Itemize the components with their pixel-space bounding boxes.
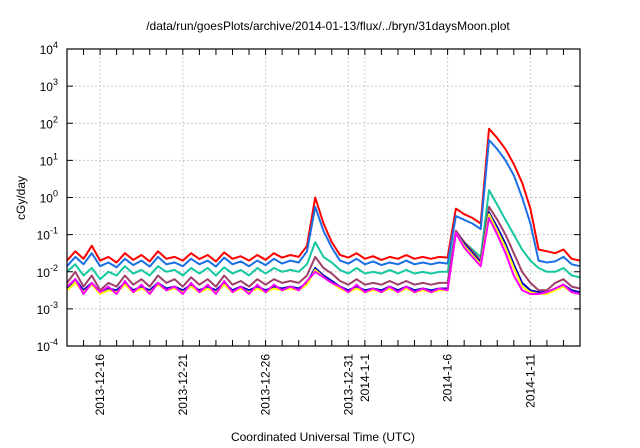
x-tick-label: 2013-12-31 bbox=[341, 354, 355, 416]
y-tick-label: 104 bbox=[40, 40, 58, 57]
y-tick-exponent: 2 bbox=[53, 114, 58, 124]
x-axis-label: Coordinated Universal Time (UTC) bbox=[231, 430, 415, 444]
y-tick-base: 10 bbox=[37, 340, 51, 354]
y-tick-exponent: 0 bbox=[53, 189, 58, 199]
y-tick-exponent: 4 bbox=[53, 40, 58, 50]
y-axis-label: cGy/day bbox=[14, 176, 28, 220]
y-tick-label: 10-1 bbox=[37, 226, 58, 243]
y-tick-label: 10-4 bbox=[37, 337, 58, 354]
y-tick-base: 10 bbox=[40, 192, 54, 206]
series-line-series-4 bbox=[66, 205, 581, 292]
x-tick-label: 2013-12-16 bbox=[93, 354, 107, 416]
series-line-series-2 bbox=[66, 139, 581, 269]
y-tick-base: 10 bbox=[40, 80, 54, 94]
chart-title: /data/run/goesPlots/archive/2014-01-13/f… bbox=[146, 19, 510, 33]
y-tick-exponent: -2 bbox=[50, 263, 58, 273]
y-tick-base: 10 bbox=[37, 266, 51, 280]
y-tick-exponent: -4 bbox=[50, 337, 58, 347]
series-line-series-7 bbox=[66, 216, 581, 295]
series-line-series-5 bbox=[66, 211, 581, 294]
series-group bbox=[66, 127, 581, 295]
y-tick-exponent: -3 bbox=[50, 300, 58, 310]
y-tick-base: 10 bbox=[40, 154, 54, 168]
y-tick-base: 10 bbox=[40, 43, 54, 57]
y-tick-label: 103 bbox=[40, 77, 58, 94]
x-tick-label: 2013-12-26 bbox=[259, 354, 273, 416]
x-tick-label: 2014-1-6 bbox=[441, 354, 455, 402]
y-tick-label: 10-2 bbox=[37, 263, 58, 280]
y-tick-label: 100 bbox=[40, 189, 58, 206]
series-line-series-1 bbox=[66, 127, 581, 264]
y-tick-label: 10-3 bbox=[37, 300, 58, 317]
x-tick-label: 2014-1-1 bbox=[358, 354, 372, 402]
grid bbox=[67, 49, 580, 346]
y-tick-label: 102 bbox=[40, 114, 58, 131]
x-tick-label: 2013-12-21 bbox=[176, 354, 190, 416]
y-tick-base: 10 bbox=[40, 117, 54, 131]
x-axis: 2013-12-16 2013-12-21 2013-12-26 2013-12-31… bbox=[83, 49, 564, 416]
y-tick-label: 101 bbox=[40, 151, 58, 168]
y-tick-base: 10 bbox=[37, 229, 51, 243]
x-tick-label: 2014-1-11 bbox=[523, 354, 537, 408]
series-line-series-3 bbox=[66, 189, 581, 281]
y-tick-exponent: -1 bbox=[50, 226, 58, 236]
y-tick-exponent: 1 bbox=[53, 151, 58, 161]
y-tick-exponent: 3 bbox=[53, 77, 58, 87]
y-tick-base: 10 bbox=[37, 303, 51, 317]
